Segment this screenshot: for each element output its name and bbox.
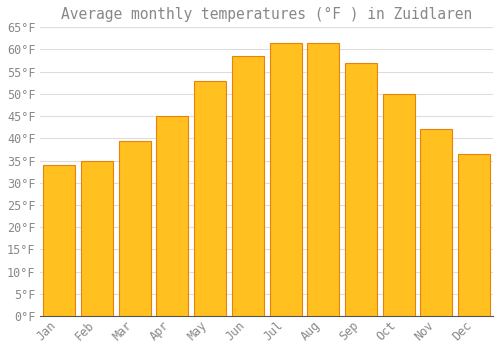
Bar	[345, 63, 377, 316]
Bar	[458, 154, 490, 316]
Bar	[118, 141, 150, 316]
Bar	[194, 80, 226, 316]
Bar	[382, 94, 415, 316]
Title: Average monthly temperatures (°F ) in Zuidlaren: Average monthly temperatures (°F ) in Zu…	[61, 7, 472, 22]
Bar	[420, 130, 452, 316]
Bar	[81, 161, 113, 316]
Bar	[156, 116, 188, 316]
Bar	[307, 43, 340, 316]
Bar	[43, 165, 75, 316]
Bar	[232, 56, 264, 316]
Bar	[270, 43, 302, 316]
